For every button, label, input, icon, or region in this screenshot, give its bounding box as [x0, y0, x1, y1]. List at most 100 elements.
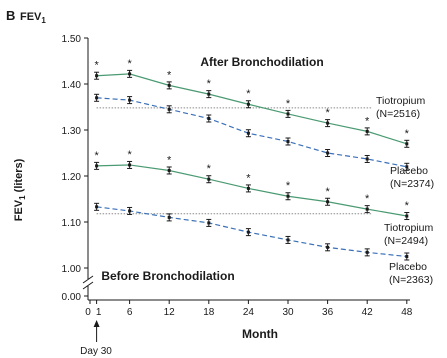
data-point	[95, 164, 99, 168]
significance-star: *	[207, 163, 212, 175]
y-tick-label: 1.00	[62, 264, 82, 275]
data-point	[95, 205, 99, 209]
data-point	[246, 102, 250, 106]
y-tick-label: 1.50	[62, 34, 82, 45]
significance-star: *	[365, 193, 370, 205]
panel-letter: B	[6, 8, 15, 23]
data-point	[167, 215, 171, 219]
x-tick-label: 0	[85, 307, 91, 318]
x-axis-label: Month	[242, 327, 278, 341]
data-point	[128, 72, 132, 76]
series-label-before-tiotropium: (N=2494)	[384, 235, 428, 247]
series-label-before-placebo: Placebo	[389, 261, 427, 273]
significance-star: *	[405, 128, 410, 140]
data-point	[246, 186, 250, 190]
series-before-placebo	[94, 202, 410, 261]
y-tick-label: 1.30	[62, 126, 82, 137]
series-label-after-placebo: Placebo	[390, 165, 428, 177]
significance-star: *	[127, 58, 132, 70]
data-point	[207, 117, 211, 120]
axis-break-mark	[82, 275, 94, 284]
day-30-arrowhead	[93, 320, 100, 327]
series-after-tiotropium: * * * * * * * * *	[94, 58, 410, 148]
series-labels: Tiotropium(N=2516)Placebo(N=2374)Tiotrop…	[376, 95, 434, 286]
y-axis-label-base: FEV	[13, 199, 25, 221]
data-point	[405, 165, 409, 169]
x-tick-label: 36	[322, 307, 334, 318]
series-layer: * * * * * * * * * * * * * * * * * *	[94, 58, 410, 261]
data-point	[365, 129, 369, 133]
data-point	[246, 131, 250, 135]
data-point	[95, 96, 99, 100]
y-tick-label: 1.40	[62, 80, 82, 91]
series-label-after-tiotropium: Tiotropium	[376, 95, 425, 107]
significance-star: *	[325, 186, 330, 198]
data-point	[326, 151, 330, 155]
data-point	[365, 207, 369, 211]
y-tick-label: 1.20	[62, 172, 82, 183]
data-point	[246, 230, 250, 234]
data-point	[167, 83, 171, 87]
series-label-before-placebo: (N=2363)	[389, 274, 433, 286]
series-label-after-placebo: (N=2374)	[390, 178, 434, 190]
data-point	[405, 142, 409, 146]
series-line	[96, 164, 407, 217]
data-point	[167, 168, 171, 172]
data-point	[286, 112, 290, 116]
reference-lines	[96, 107, 372, 215]
data-point	[405, 214, 409, 218]
x-tick-label: 42	[362, 307, 374, 318]
chart-title-subscript: 1	[41, 16, 46, 25]
data-point	[128, 209, 132, 213]
data-point	[326, 245, 330, 249]
day-30-label: Day 30	[80, 346, 112, 357]
data-point	[128, 163, 132, 167]
data-point	[365, 250, 369, 254]
x-tick-label: 12	[164, 307, 176, 318]
significance-star: *	[94, 150, 99, 162]
data-point	[326, 200, 330, 204]
after-bronchodilation-label: After Bronchodilation	[200, 55, 323, 69]
significance-star: *	[286, 180, 291, 192]
significance-star: *	[167, 154, 172, 166]
data-point	[405, 255, 409, 258]
chart-title-base: FEV	[20, 11, 42, 23]
axes: 0.00 1.00 1.10 1.20 1.30 1.40 1.50 0 1 6 12 18 24 30 3…	[62, 34, 413, 342]
data-point	[128, 98, 132, 102]
x-tick-label: 24	[243, 307, 255, 318]
significance-star: *	[246, 172, 251, 184]
before-bronchodilation-label: Before Bronchodilation	[101, 269, 234, 283]
significance-star: *	[127, 149, 132, 161]
series-after-placebo	[94, 93, 410, 171]
x-tick-label: 6	[127, 307, 133, 318]
data-point	[95, 74, 99, 78]
data-point	[167, 107, 171, 111]
data-point	[207, 177, 211, 181]
data-point	[286, 194, 290, 198]
significance-star: *	[167, 69, 172, 81]
series-before-tiotropium: * * * * * * * * *	[94, 149, 410, 221]
x-tick-label: 1	[96, 307, 102, 318]
y-tick-label: 1.10	[62, 218, 82, 229]
significance-star: *	[405, 200, 410, 212]
y-axis-label-rest: (liters)	[13, 158, 25, 195]
x-tick-label: 48	[401, 307, 413, 318]
series-line	[96, 206, 407, 258]
significance-star: *	[365, 115, 370, 127]
significance-star: *	[246, 88, 251, 100]
y-axis-label-subscript: 1	[18, 195, 27, 200]
series-line	[96, 97, 407, 168]
significance-star: *	[207, 78, 212, 90]
x-tick-label: 30	[282, 307, 294, 318]
significance-star: *	[286, 98, 291, 110]
chart-title: FEV1	[20, 11, 46, 25]
significance-star: *	[325, 107, 330, 119]
data-point	[365, 157, 369, 161]
data-point	[207, 221, 211, 225]
data-point	[207, 92, 211, 96]
axis-break-mark	[82, 281, 94, 290]
series-line	[96, 73, 407, 145]
y-axis-label: FEV1 (liters)	[13, 158, 27, 221]
y-tick-label: 0.00	[62, 292, 82, 303]
